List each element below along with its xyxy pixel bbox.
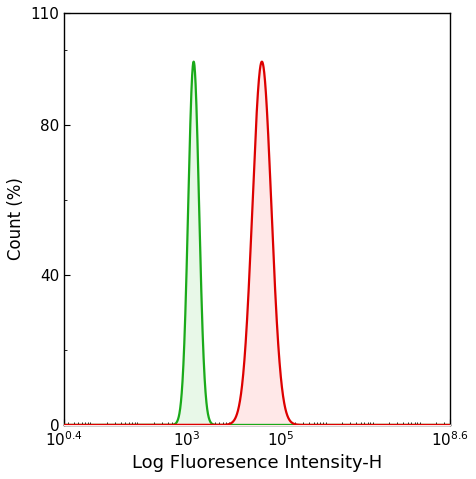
X-axis label: Log Fluoresence Intensity-H: Log Fluoresence Intensity-H bbox=[132, 454, 382, 472]
Y-axis label: Count (%): Count (%) bbox=[7, 178, 25, 261]
